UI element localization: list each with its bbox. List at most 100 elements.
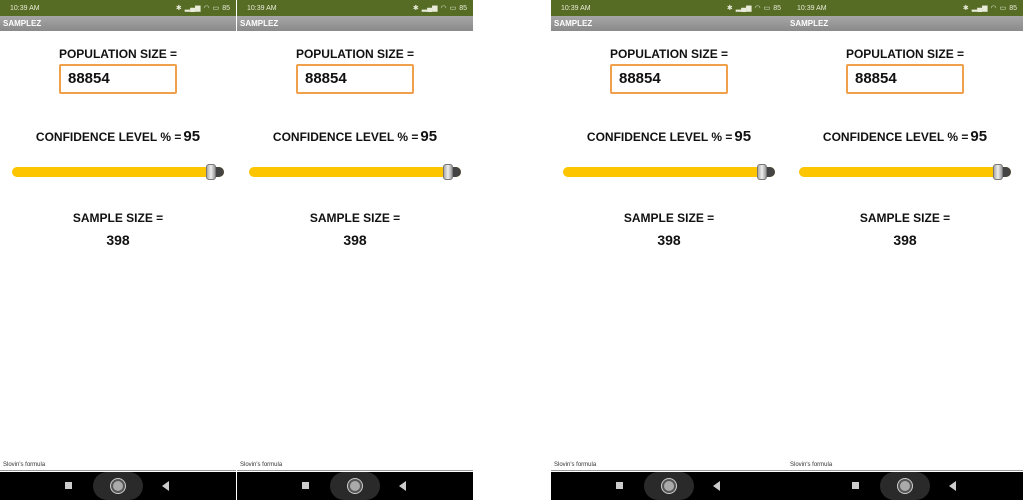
status-time: 10:39 AM <box>797 4 827 12</box>
footer-text: Slovin's formula <box>790 462 833 468</box>
status-time: 10:39 AM <box>561 4 591 12</box>
confidence-slider[interactable] <box>799 164 1011 180</box>
nav-home-icon[interactable] <box>644 472 694 500</box>
population-label: POPULATION SIZE = <box>58 47 178 61</box>
sample-label: SAMPLE SIZE = <box>309 211 401 225</box>
confidence-slider[interactable] <box>563 164 775 180</box>
sample-label: SAMPLE SIZE = <box>72 211 164 225</box>
status-bar: 10:39 AM ✱ ▂▄▆ ◠ ▭ 85 <box>0 0 236 16</box>
slider-track-rest <box>451 167 461 177</box>
app-title: SAMPLEZ <box>551 16 787 31</box>
slider-track-rest <box>214 167 224 177</box>
nav-recents-icon[interactable] <box>302 482 309 489</box>
sample-label: SAMPLE SIZE = <box>623 211 715 225</box>
phone-screen: 10:39 AM ✱ ▂▄▆ ◠ ▭ 85 SAMPLEZ POPULATION… <box>787 0 1023 500</box>
bluetooth-icon: ✱ <box>175 5 182 12</box>
app-title: SAMPLEZ <box>237 16 473 31</box>
divider <box>551 470 787 471</box>
nav-back-icon[interactable] <box>949 481 956 491</box>
nav-recents-icon[interactable] <box>616 482 623 489</box>
wifi-icon: ◠ <box>754 5 761 12</box>
navigation-bar <box>0 472 236 500</box>
divider <box>787 470 1023 471</box>
slider-thumb[interactable] <box>206 164 216 180</box>
confidence-slider[interactable] <box>12 164 224 180</box>
nav-home-icon[interactable] <box>330 472 380 500</box>
confidence-label: CONFIDENCE LEVEL % = <box>35 130 182 144</box>
slider-track-rest <box>1001 167 1011 177</box>
confidence-slider[interactable] <box>249 164 461 180</box>
bluetooth-icon: ✱ <box>726 5 733 12</box>
battery-level: 85 <box>222 4 230 12</box>
confidence-label: CONFIDENCE LEVEL % = <box>822 130 969 144</box>
wifi-icon: ◠ <box>990 5 997 12</box>
battery-level: 85 <box>459 4 467 12</box>
nav-home-icon[interactable] <box>880 472 930 500</box>
sample-label: SAMPLE SIZE = <box>859 211 951 225</box>
app-title: SAMPLEZ <box>0 16 236 31</box>
signal-icon: ▂▄▆ <box>735 5 752 12</box>
slider-track <box>12 167 224 177</box>
footer-text: Slovin's formula <box>554 462 597 468</box>
app-title: SAMPLEZ <box>787 16 1023 31</box>
population-label: POPULATION SIZE = <box>609 47 729 61</box>
phone-screen: 10:39 AM ✱ ▂▄▆ ◠ ▭ 85 SAMPLEZ POPULATION… <box>0 0 236 500</box>
divider <box>0 470 236 471</box>
slider-track <box>249 167 461 177</box>
slider-track-rest <box>765 167 775 177</box>
navigation-bar <box>237 472 473 500</box>
divider <box>237 470 473 471</box>
navigation-bar <box>787 472 1023 500</box>
navigation-bar <box>551 472 787 500</box>
status-time: 10:39 AM <box>10 4 40 12</box>
confidence-value: 95 <box>734 128 752 145</box>
battery-icon: ▭ <box>763 5 771 12</box>
slider-thumb[interactable] <box>443 164 453 180</box>
battery-icon: ▭ <box>449 5 457 12</box>
footer-text: Slovin's formula <box>240 462 283 468</box>
signal-icon: ▂▄▆ <box>421 5 438 12</box>
sample-value: 398 <box>893 232 917 248</box>
battery-level: 85 <box>1009 4 1017 12</box>
nav-recents-icon[interactable] <box>65 482 72 489</box>
population-input[interactable]: 88854 <box>59 64 177 94</box>
wifi-icon: ◠ <box>440 5 447 12</box>
confidence-label: CONFIDENCE LEVEL % = <box>272 130 419 144</box>
wifi-icon: ◠ <box>203 5 210 12</box>
slider-thumb[interactable] <box>757 164 767 180</box>
battery-icon: ▭ <box>212 5 220 12</box>
phone-screen: 10:39 AM ✱ ▂▄▆ ◠ ▭ 85 SAMPLEZ POPULATION… <box>237 0 473 500</box>
population-input[interactable]: 88854 <box>846 64 964 94</box>
slider-track <box>563 167 775 177</box>
confidence-value: 95 <box>183 128 201 145</box>
population-input[interactable]: 88854 <box>610 64 728 94</box>
status-bar: 10:39 AM ✱ ▂▄▆ ◠ ▭ 85 <box>237 0 473 16</box>
sample-value: 398 <box>657 232 681 248</box>
battery-icon: ▭ <box>999 5 1007 12</box>
nav-home-icon[interactable] <box>93 472 143 500</box>
nav-back-icon[interactable] <box>399 481 406 491</box>
slider-track <box>799 167 1011 177</box>
sample-value: 398 <box>106 232 130 248</box>
footer-text: Slovin's formula <box>3 462 46 468</box>
battery-level: 85 <box>773 4 781 12</box>
nav-recents-icon[interactable] <box>852 482 859 489</box>
population-input[interactable]: 88854 <box>296 64 414 94</box>
slider-thumb[interactable] <box>993 164 1003 180</box>
population-label: POPULATION SIZE = <box>295 47 415 61</box>
status-bar: 10:39 AM ✱ ▂▄▆ ◠ ▭ 85 <box>787 0 1023 16</box>
sample-value: 398 <box>343 232 367 248</box>
population-label: POPULATION SIZE = <box>845 47 965 61</box>
bluetooth-icon: ✱ <box>962 5 969 12</box>
confidence-label: CONFIDENCE LEVEL % = <box>586 130 733 144</box>
nav-back-icon[interactable] <box>713 481 720 491</box>
status-time: 10:39 AM <box>247 4 277 12</box>
nav-back-icon[interactable] <box>162 481 169 491</box>
bluetooth-icon: ✱ <box>412 5 419 12</box>
signal-icon: ▂▄▆ <box>184 5 201 12</box>
status-bar: 10:39 AM ✱ ▂▄▆ ◠ ▭ 85 <box>551 0 787 16</box>
signal-icon: ▂▄▆ <box>971 5 988 12</box>
phone-screen: 10:39 AM ✱ ▂▄▆ ◠ ▭ 85 SAMPLEZ POPULATION… <box>551 0 787 500</box>
confidence-value: 95 <box>420 128 438 145</box>
confidence-value: 95 <box>970 128 988 145</box>
